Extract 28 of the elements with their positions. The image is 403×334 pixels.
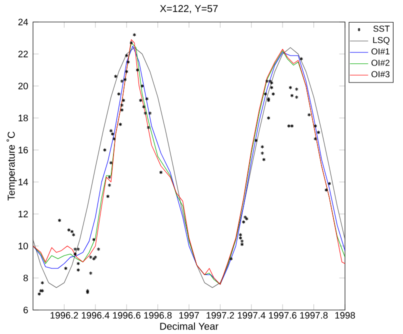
y-tick-label: 16 xyxy=(18,146,28,154)
x-axis-title: Decimal Year xyxy=(160,322,218,330)
x-tick-label: 1996.8 xyxy=(144,312,172,319)
legend-label: LSQ xyxy=(373,36,390,45)
y-tick-label: 20 xyxy=(18,82,28,90)
legend-label: OI#1 xyxy=(372,48,390,54)
x-tick-label: 1997.6 xyxy=(269,312,296,319)
legend-label: OI#2 xyxy=(372,60,390,66)
legend-label: OI#3 xyxy=(372,71,390,78)
y-tick-label: 18 xyxy=(18,114,28,122)
y-tick-label: 14 xyxy=(18,178,28,186)
x-tick-label: 1997.4 xyxy=(238,312,266,319)
legend-label: SST xyxy=(373,26,390,32)
y-tick-label: 22 xyxy=(18,50,28,58)
y-tick-label: 12 xyxy=(18,210,28,218)
y-tick-label: 8 xyxy=(24,274,28,282)
x-tick-label: 1997 xyxy=(179,312,199,319)
x-tick-label: 1996.6 xyxy=(113,312,140,319)
x-tick-label: 1996.4 xyxy=(82,312,110,319)
y-tick-label: 24 xyxy=(18,18,28,26)
x-tick-label: 1997.2 xyxy=(206,312,234,319)
x-tick-label: 1997.8 xyxy=(300,312,328,319)
y-tick-label: 6 xyxy=(24,306,28,314)
y-tick-label: 10 xyxy=(18,242,28,250)
x-tick-label: 1996.2 xyxy=(50,312,78,319)
y-axis-title: Temperature ˚C xyxy=(6,132,17,200)
x-tick-label: 1998 xyxy=(335,312,355,319)
chart-title: X=122, Y=57 xyxy=(160,5,218,14)
